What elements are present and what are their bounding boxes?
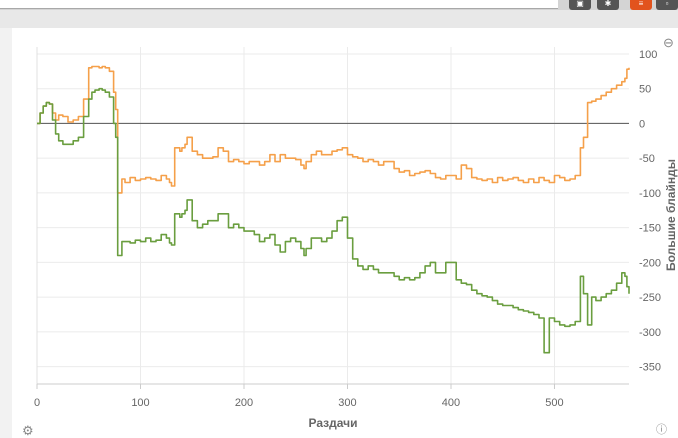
gear-icon[interactable]: ⚙	[22, 423, 34, 438]
y-tick-label: -250	[639, 292, 661, 304]
pin-icon[interactable]: ✱	[597, 0, 619, 10]
x-axis-title: Раздачи	[309, 416, 358, 430]
y-axis-ticks: 100 50 0 -50 -100 -150 -200 -250 -300 -350	[639, 49, 661, 374]
grid	[36, 47, 629, 385]
y-tick-label: -350	[639, 362, 661, 374]
y-tick-label: -200	[639, 257, 661, 269]
y-tick-label: 0	[639, 118, 645, 130]
window-icon[interactable]: ▫	[656, 0, 678, 10]
y-tick-label: 50	[639, 84, 651, 96]
y-tick-label: -300	[639, 327, 661, 339]
series-line-1	[37, 65, 630, 194]
save-icon[interactable]: ▣	[569, 0, 591, 10]
x-tick-label: 0	[34, 397, 40, 409]
x-axis-ticks: 0 100 200 300 400 500	[34, 384, 564, 409]
y-tick-label: -150	[639, 223, 661, 235]
y-tick-label: 100	[639, 49, 657, 61]
zoom-icon[interactable]: ⊖	[663, 35, 674, 50]
y-axis-title: Большие блайнды	[664, 159, 678, 271]
info-icon[interactable]: ⓘ	[656, 424, 667, 436]
chart-panel	[12, 28, 678, 438]
chart-view-icon[interactable]: ≡	[630, 0, 652, 10]
top-text-field[interactable]	[0, 0, 558, 9]
x-tick-label: 400	[442, 397, 460, 409]
top-toolbar: ▣ ✱ ≡ ▫	[0, 0, 678, 10]
x-tick-label: 300	[338, 397, 356, 409]
series-line-2	[37, 87, 630, 354]
y-tick-label: -100	[639, 188, 661, 200]
y-tick-label: -50	[639, 153, 655, 165]
x-tick-label: 200	[235, 397, 253, 409]
x-tick-label: 100	[131, 397, 149, 409]
series-layer	[37, 65, 630, 354]
x-tick-label: 500	[545, 397, 563, 409]
